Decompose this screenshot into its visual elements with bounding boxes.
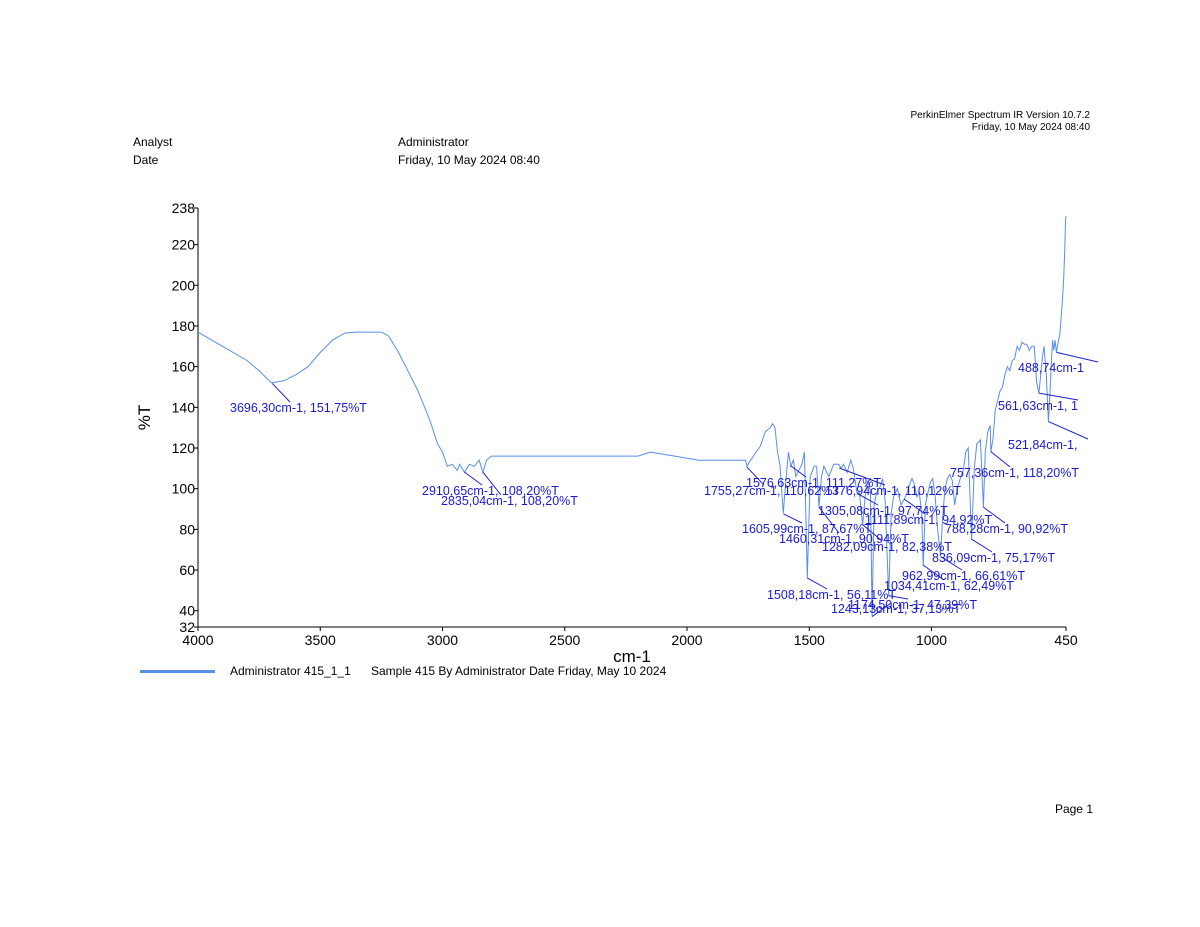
annotation-leader: [839, 467, 886, 486]
annotation-leader: [807, 577, 828, 590]
peak-annotation: 1282,09cm-1, 82,38%T: [822, 540, 952, 554]
y-tick-label: 120: [172, 440, 196, 456]
peak-annotation: 1243,13cm-1, 37,13%T: [831, 602, 961, 616]
y-tick-label: 80: [179, 521, 195, 537]
y-tick-label: 238: [172, 200, 196, 216]
peak-annotation: 2835,04cm-1, 108,20%T: [441, 494, 578, 508]
x-tick-label: 3500: [305, 632, 336, 648]
analyst-label: Analyst: [133, 135, 173, 149]
annotation-leader: [746, 466, 765, 486]
peak-annotation: 1508,18cm-1, 56,11%T: [767, 588, 896, 602]
y-tick-label: 200: [172, 277, 196, 293]
annotation-leader: [464, 471, 483, 486]
annotation-leader: [818, 506, 840, 534]
peak-annotation: 757,36cm-1, 118,20%T: [950, 466, 1079, 480]
annotation-leader: [783, 513, 803, 524]
y-tick-label: 40: [179, 603, 195, 619]
peak-annotation: 1034,41cm-1, 62,49%T: [884, 579, 1014, 593]
peak-annotation: 1755,27cm-1, 110,62%T: [704, 484, 840, 498]
peak-annotation: 1576,63cm-1, 111,27%T: [746, 476, 881, 490]
x-axis-title: cm-1: [613, 647, 651, 666]
annotation-leader: [482, 471, 502, 496]
annotation-leader: [790, 465, 807, 478]
peak-annotation: 2910,65cm-1, 108,20%T: [422, 484, 559, 498]
legend-swatch: [140, 670, 215, 673]
peak-annotation: 521,84cm-1,: [1008, 438, 1077, 452]
analyst-value: Administrator: [398, 135, 469, 149]
x-tick-label: 450: [1054, 632, 1078, 648]
annotation-leader: [1048, 421, 1089, 440]
series-line: [197, 216, 1067, 617]
annotation-leader: [888, 595, 909, 600]
report-timestamp: Friday, 10 May 2024 08:40: [971, 122, 1090, 133]
y-tick-label: 160: [172, 359, 196, 375]
x-tick-label: 4000: [182, 632, 213, 648]
y-tick-label: 220: [172, 237, 196, 253]
software-version: PerkinElmer Spectrum IR Version 10.7.2: [910, 110, 1090, 121]
peak-annotation: 1376,94cm-1, 110,12%T: [825, 484, 961, 498]
x-tick-label: 2000: [671, 632, 702, 648]
peak-annotation: 3696,30cm-1, 151,75%T: [230, 401, 367, 415]
peak-annotation: 488,74cm-1: [1018, 361, 1084, 375]
annotation-leader: [856, 492, 879, 506]
annotation-leader: [982, 506, 1006, 524]
peak-annotation: 1111,89cm-1, 94,92%T: [865, 513, 993, 527]
annotation-leader: [922, 564, 945, 581]
annotation-leader: [990, 451, 1011, 468]
annotation-leader: [862, 524, 883, 542]
y-axis-title: %T: [135, 405, 154, 431]
peak-annotation: 962,99cm-1, 66,61%T: [902, 569, 1025, 583]
x-tick-label: 1500: [794, 632, 825, 648]
annotation-layer: 3696,30cm-1, 151,75%T 2910,65cm-1, 108,20…: [230, 351, 1099, 617]
date-label: Date: [133, 153, 159, 167]
peak-annotation: 788,28cm-1, 90,92%T: [945, 522, 1068, 536]
peak-annotation: 1605,99cm-1, 87,67%T: [742, 522, 872, 536]
annotation-leader: [1038, 392, 1079, 401]
x-tick-label: 1000: [916, 632, 947, 648]
legend-description: Sample 415 By Administrator Date Friday,…: [371, 664, 667, 678]
annotation-leader: [940, 556, 963, 571]
peak-annotation: 561,63cm-1, 1: [998, 399, 1078, 413]
peak-annotation: 1460,31cm-1, 90,94%T: [779, 532, 909, 546]
peak-annotation: 1174,50cm-1, 47,39%T: [848, 598, 977, 612]
series-layer: [197, 216, 1067, 617]
x-tick-label: 3000: [427, 632, 458, 648]
annotation-leader: [903, 498, 926, 515]
y-tick-label: 60: [179, 562, 195, 578]
annotation-leader: [871, 602, 892, 617]
legend-series-name: Administrator 415_1_1: [230, 664, 351, 678]
date-value: Friday, 10 May 2024 08:40: [398, 153, 540, 167]
x-tick-label: 2500: [549, 632, 580, 648]
y-tick-label: 100: [172, 481, 196, 497]
y-tick-label: 140: [172, 399, 196, 415]
annotation-leader: [971, 538, 993, 553]
y-tick-label: 180: [172, 318, 196, 334]
annotation-leader: [1056, 351, 1099, 363]
page-number: Page 1: [1054, 802, 1093, 816]
y-tick-label: 32: [179, 619, 195, 635]
peak-annotation: 836,09cm-1, 75,17%T: [932, 551, 1055, 565]
annotation-leader: [271, 383, 291, 403]
